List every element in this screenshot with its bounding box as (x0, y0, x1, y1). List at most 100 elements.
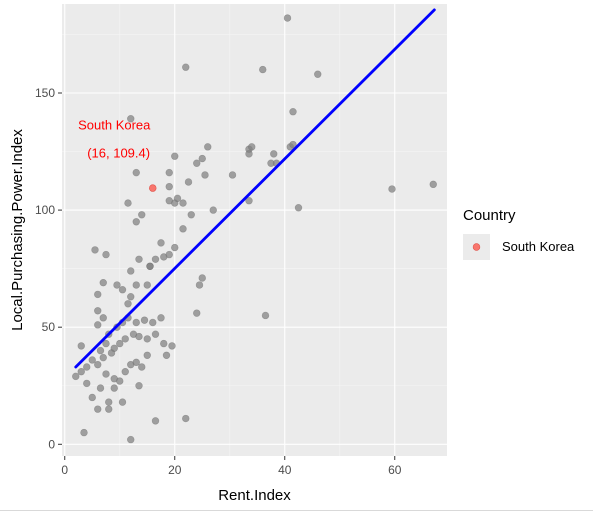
data-point (245, 150, 253, 158)
data-point (94, 321, 102, 329)
data-point (289, 108, 297, 116)
data-point (124, 300, 132, 308)
data-point (77, 367, 85, 376)
data-point (270, 150, 278, 158)
legend-item-label: South Korea (502, 239, 575, 254)
data-point (116, 377, 124, 385)
data-point (94, 290, 102, 299)
data-point (132, 168, 140, 177)
data-point (99, 314, 107, 322)
data-point (118, 286, 127, 294)
x-axis-ticks: 0 20 40 60 (61, 456, 402, 477)
data-point (182, 414, 190, 423)
data-point (138, 211, 146, 219)
data-point (80, 428, 88, 437)
data-point (116, 339, 124, 348)
data-point (228, 171, 237, 179)
regression-line (74, 8, 436, 369)
data-point (135, 255, 143, 263)
data-point (198, 154, 206, 163)
data-point (171, 243, 179, 252)
data-point (127, 115, 135, 123)
data-point (182, 63, 190, 71)
data-point (187, 211, 195, 219)
data-point (96, 384, 105, 392)
x-axis-title: Rent.Index (218, 487, 291, 504)
data-point (179, 225, 187, 233)
data-point (149, 318, 157, 327)
legend-key-dot (472, 243, 481, 251)
data-point (248, 143, 256, 151)
data-point (388, 185, 396, 193)
data-point (121, 335, 129, 343)
data-point (143, 351, 151, 359)
data-point (83, 379, 91, 388)
data-point (162, 351, 171, 359)
data-point (173, 194, 182, 203)
y-axis-ticks: 0 50 100 150 (35, 86, 62, 451)
x-tick-label: 0 (61, 463, 68, 477)
data-point (193, 159, 201, 167)
data-point (201, 171, 209, 179)
data-point (99, 278, 107, 287)
data-point (110, 344, 118, 352)
data-point (195, 281, 204, 289)
data-point (204, 143, 212, 151)
data-point (124, 199, 132, 207)
data-point (135, 382, 143, 390)
data-point (283, 14, 292, 22)
y-axis-title: Local.Purchasing.Power.Index (9, 129, 26, 331)
data-point (105, 405, 113, 413)
x-tick-label: 20 (168, 463, 182, 477)
data-point (160, 339, 168, 348)
data-point (88, 393, 96, 402)
data-point (127, 435, 135, 444)
data-point (77, 342, 85, 350)
data-point (245, 197, 253, 205)
data-point (138, 363, 146, 371)
data-point (151, 417, 160, 425)
data-point (289, 140, 297, 149)
data-point (99, 353, 107, 362)
y-tick-label: 150 (35, 86, 55, 100)
data-point (127, 267, 135, 275)
data-point (165, 197, 173, 205)
data-point (151, 255, 160, 263)
bottom-divider (0, 510, 593, 511)
data-point (118, 398, 127, 406)
data-point (151, 330, 160, 338)
data-point (132, 281, 140, 289)
data-point (168, 342, 176, 350)
data-point (143, 281, 151, 289)
data-point (127, 293, 135, 301)
data-point (91, 246, 99, 254)
highlight-label-values: (16, 109.4) (87, 145, 150, 160)
data-point (294, 204, 303, 212)
data-point (94, 405, 102, 413)
data-point (110, 384, 118, 392)
data-point (165, 182, 173, 191)
data-point (132, 218, 140, 226)
data-point (165, 250, 173, 259)
data-point (157, 314, 165, 322)
data-point (165, 168, 173, 177)
data-point (135, 332, 143, 341)
data-point (113, 281, 121, 289)
data-point (121, 367, 129, 376)
data-point (88, 356, 96, 364)
x-tick-label: 40 (278, 463, 292, 477)
data-point (94, 307, 102, 315)
y-tick-label: 100 (35, 203, 55, 217)
data-point (96, 346, 105, 355)
data-point (140, 316, 149, 324)
highlight-label-name: South Korea (78, 117, 151, 132)
data-point (157, 239, 165, 247)
x-tick-label: 60 (388, 463, 402, 477)
y-tick-label: 50 (42, 320, 56, 334)
data-point (132, 358, 140, 367)
highlight-point-south-korea (149, 184, 157, 192)
data-point (102, 250, 110, 259)
minor-gridlines (62, 4, 447, 456)
data-point (83, 363, 91, 371)
